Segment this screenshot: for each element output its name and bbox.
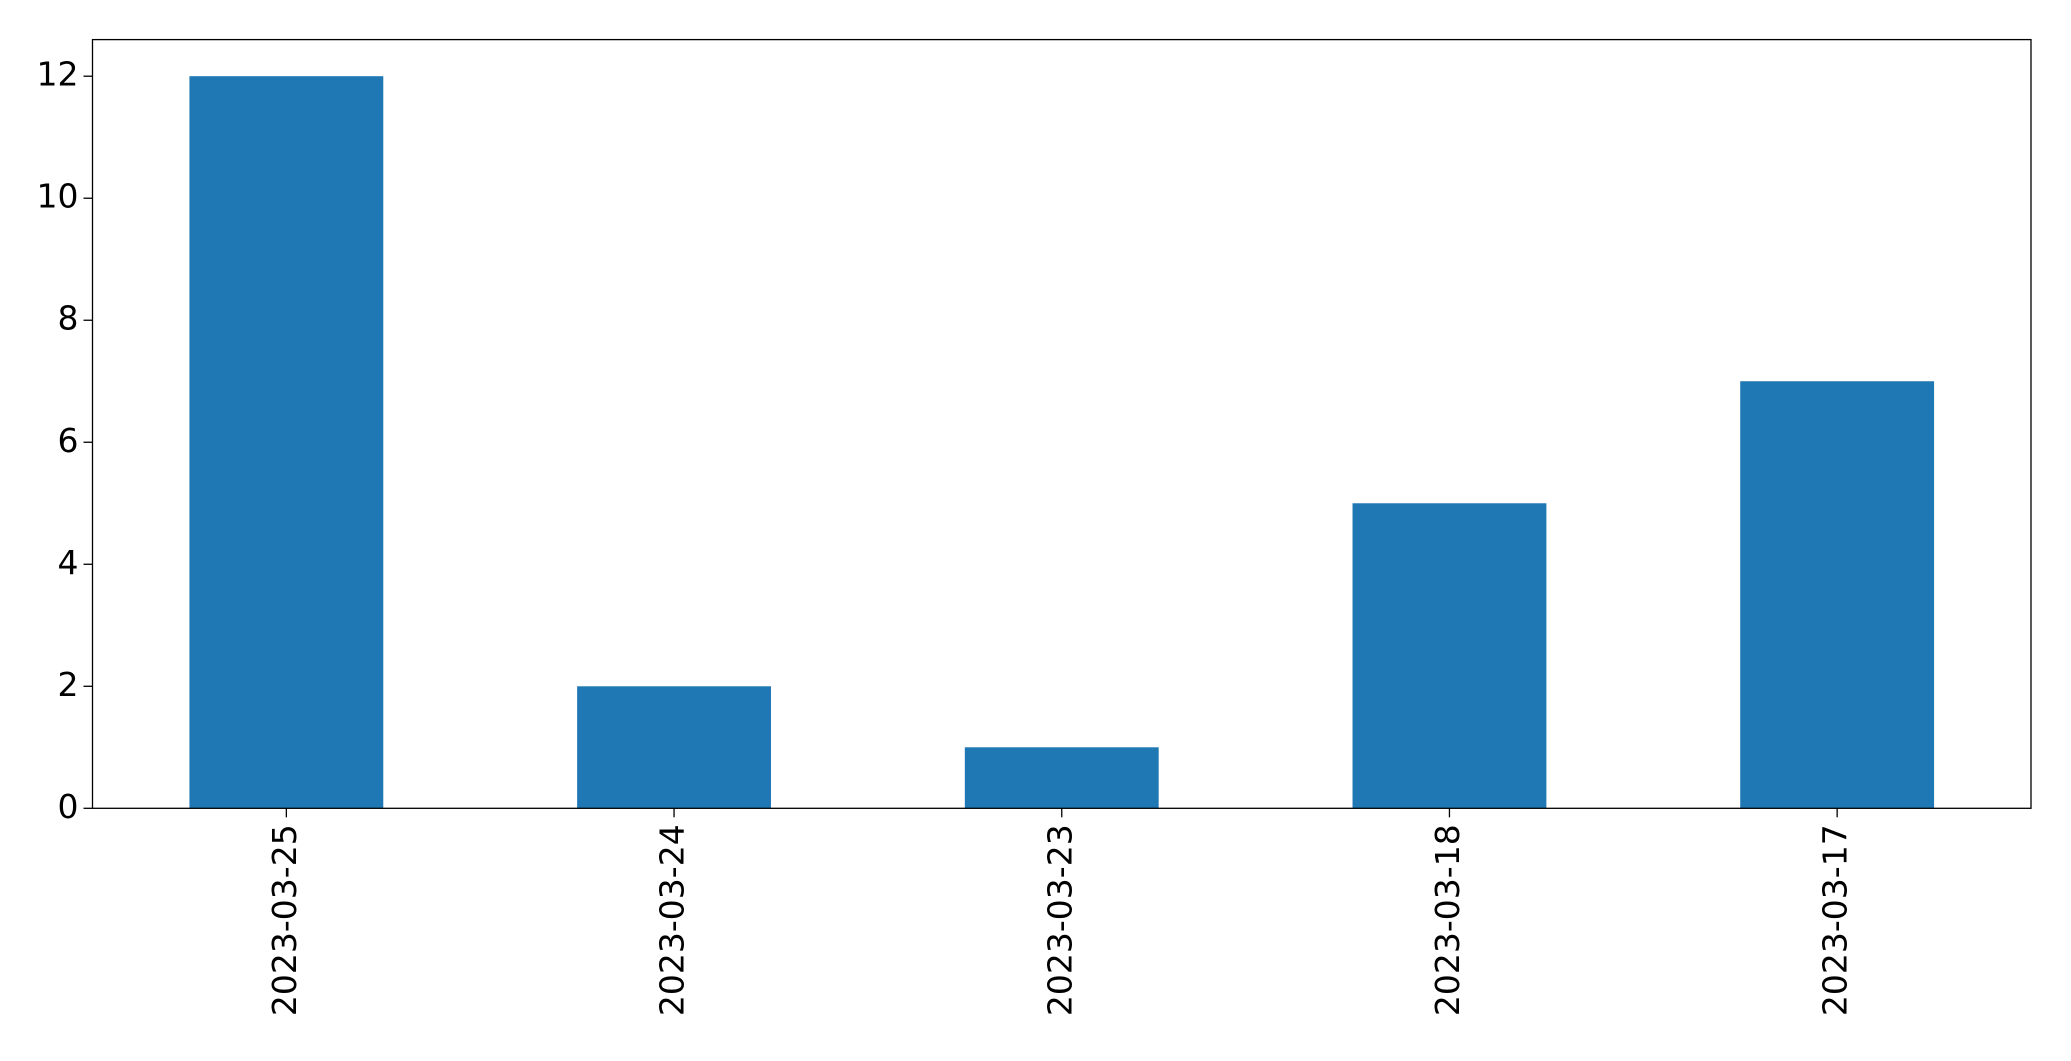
y-tick-label: 4 [58, 543, 79, 582]
bar [577, 686, 771, 809]
y-tick-label: 12 [37, 55, 79, 94]
x-tick-label: 2023-03-18 [1428, 824, 1467, 1016]
plot-frame [91, 38, 2032, 809]
y-tick-label: 6 [58, 421, 79, 460]
y-tick-label: 8 [58, 299, 79, 338]
bar [1352, 503, 1547, 809]
bar [964, 747, 1159, 809]
y-tick-label: 2 [58, 665, 79, 704]
x-tick-label: 2023-03-17 [1816, 824, 1855, 1016]
y-tick-label: 0 [58, 787, 79, 826]
y-tick-label: 10 [37, 177, 79, 216]
bar [189, 76, 384, 809]
bar [1740, 381, 1935, 809]
x-tick-label: 2023-03-24 [653, 824, 692, 1016]
x-tick-label: 2023-03-23 [1040, 824, 1079, 1016]
x-tick-label: 2023-03-25 [265, 824, 304, 1016]
